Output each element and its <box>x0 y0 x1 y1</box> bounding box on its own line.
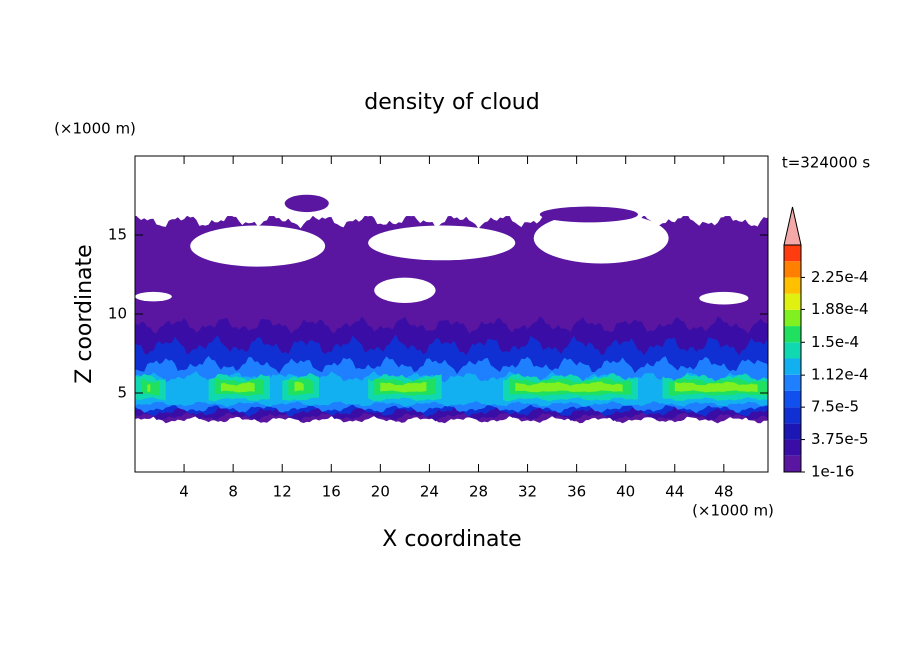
contour-region <box>294 381 304 392</box>
colorbar-bin <box>784 358 801 375</box>
x-tick-label: 48 <box>714 483 733 501</box>
colorbar-bin <box>784 390 801 408</box>
x-tick-label: 28 <box>469 483 488 501</box>
x-tick-label: 40 <box>616 483 635 501</box>
contour-region <box>147 384 151 392</box>
colorbar-bin <box>784 407 801 424</box>
colorbar-tick-label: 7.5e-5 <box>811 398 859 416</box>
colorbar-bin <box>784 423 801 440</box>
colorbar-bin <box>784 309 801 327</box>
cloud-patch <box>539 206 638 223</box>
colorbar-bin <box>784 326 801 343</box>
x-tick-label: 36 <box>567 483 586 501</box>
x-tick-label: 16 <box>322 483 341 501</box>
colorbar-bin <box>784 261 801 278</box>
cloud-gap <box>699 291 749 305</box>
cloud-gap <box>135 291 172 302</box>
cloud-gap <box>190 225 326 267</box>
x-tick-label: 24 <box>420 483 439 501</box>
colorbar-frame <box>783 244 802 473</box>
clear-sky <box>135 156 768 217</box>
y-unit: (×1000 m) <box>54 120 136 138</box>
colorbar-tick-label: 1.88e-4 <box>811 300 869 318</box>
colorbar-bin <box>784 342 801 359</box>
contour-field <box>135 156 768 424</box>
cloud-patch <box>284 194 329 213</box>
x-tick-label: 32 <box>518 483 537 501</box>
y-axis-label: Z coordinate <box>72 244 97 383</box>
cloud-gap <box>368 225 516 261</box>
colorbar-bin <box>784 293 801 310</box>
colorbar-tick-label: 1e-16 <box>811 463 854 481</box>
x-tick-label: 12 <box>273 483 292 501</box>
chart-title: density of cloud <box>364 90 539 115</box>
contour-region <box>380 382 427 393</box>
annotation: t=324000 s <box>782 154 870 172</box>
cloud-gap <box>533 212 669 264</box>
colorbar-tick-label: 2.25e-4 <box>811 268 869 286</box>
x-axis-label: X coordinate <box>382 527 521 552</box>
x-tick-label: 4 <box>179 483 189 501</box>
cloud-gap <box>374 277 436 303</box>
y-tick-label: 5 <box>117 384 127 402</box>
colorbar-bin <box>784 245 801 262</box>
x-tick-label: 44 <box>665 483 684 501</box>
x-tick-label: 20 <box>371 483 390 501</box>
colorbar-tick-label: 1.5e-4 <box>811 333 859 351</box>
x-tick-label: 8 <box>228 483 238 501</box>
x-unit: (×1000 m) <box>692 502 774 520</box>
contour-region <box>674 381 758 393</box>
colorbar-bin <box>784 439 801 456</box>
contour-region <box>220 382 255 393</box>
colorbar-bin <box>784 455 801 472</box>
colorbar-tick-label: 1.12e-4 <box>811 366 869 384</box>
colorbar-bin <box>784 374 801 391</box>
colorbar-extend <box>783 206 802 246</box>
contour-region <box>515 381 623 393</box>
colorbar-bin <box>784 277 801 294</box>
y-tick-label: 10 <box>108 305 127 323</box>
y-tick-label: 15 <box>108 226 127 244</box>
colorbar-tick-label: 3.75e-5 <box>811 430 869 448</box>
